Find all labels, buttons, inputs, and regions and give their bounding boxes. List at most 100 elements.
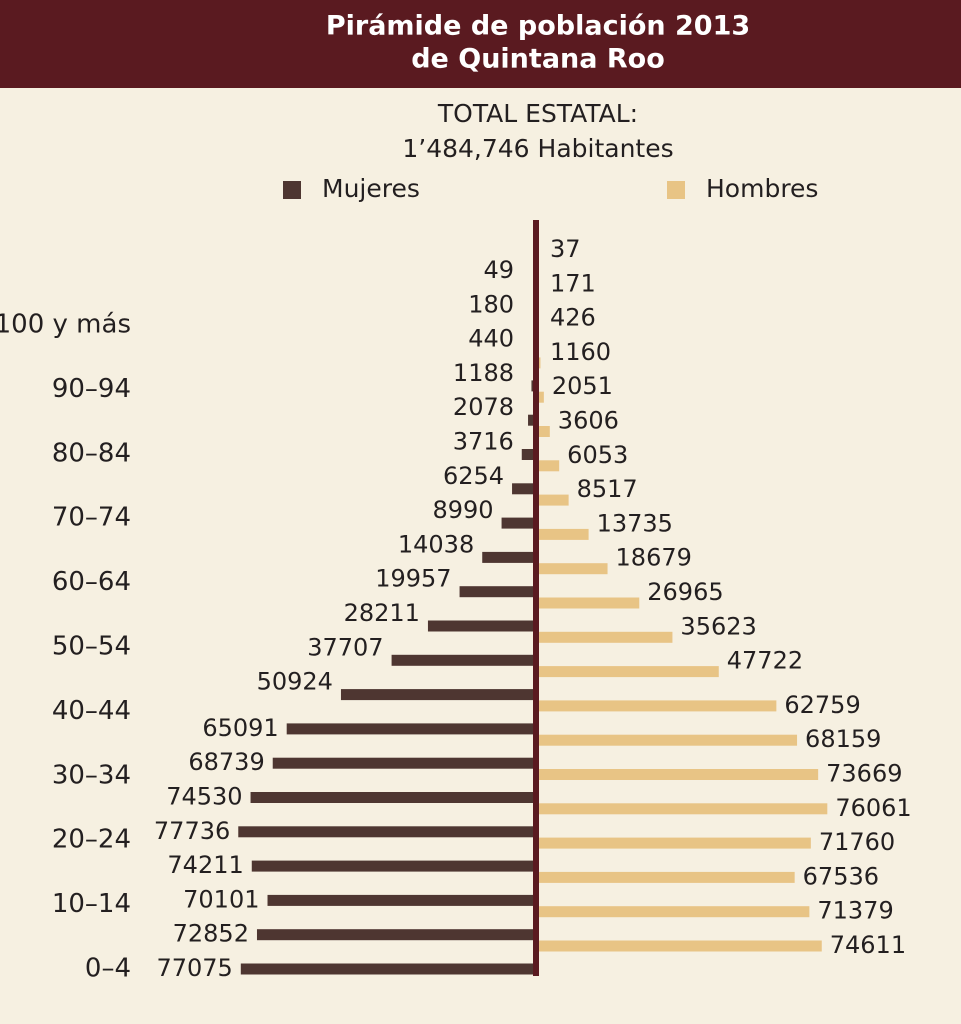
bar <box>536 906 810 918</box>
y-tick-label: 70–74 <box>52 503 131 533</box>
value-label: 71760 <box>819 828 895 856</box>
chart-title: Pirámide de población 2013 <box>326 11 750 42</box>
value-label: 37 <box>550 235 581 263</box>
bar <box>536 837 811 849</box>
value-label: 76061 <box>835 794 911 822</box>
bar <box>238 826 536 838</box>
bar <box>536 700 777 712</box>
value-label: 440 <box>468 325 514 353</box>
bar <box>536 871 795 883</box>
legend-label: Mujeres <box>322 174 420 203</box>
bar <box>536 803 828 815</box>
bar <box>536 769 819 780</box>
bar <box>536 940 822 952</box>
value-label: 77075 <box>156 954 232 982</box>
subtitle: 1’484,746 Habitantes <box>402 134 673 163</box>
bar <box>256 929 536 941</box>
bar <box>286 723 536 735</box>
value-label: 180 <box>468 290 514 318</box>
bar <box>536 563 608 575</box>
y-tick-label: 80–84 <box>52 438 131 468</box>
y-tick-label: 50–54 <box>52 632 131 662</box>
value-label: 26965 <box>647 578 723 606</box>
y-tick-label: 60–64 <box>52 567 131 597</box>
value-label: 14038 <box>398 530 474 558</box>
value-label: 19957 <box>375 565 451 593</box>
y-tick-label: 100 y más <box>0 310 131 340</box>
value-label: 67536 <box>803 862 879 890</box>
value-label: 1188 <box>453 359 514 387</box>
value-label: 35623 <box>680 612 756 640</box>
value-label: 13735 <box>597 509 673 537</box>
bar <box>250 792 536 803</box>
value-label: 68739 <box>188 748 264 776</box>
value-label: 2078 <box>453 393 514 421</box>
value-label: 70101 <box>183 885 259 913</box>
y-tick-label: 20–24 <box>52 825 131 855</box>
bar <box>536 494 569 506</box>
header-band <box>0 0 961 88</box>
bar <box>536 460 560 472</box>
value-label: 74611 <box>830 931 906 959</box>
value-label: 3716 <box>453 428 514 456</box>
value-label: 72852 <box>173 920 249 948</box>
y-tick-label: 10–14 <box>52 889 131 919</box>
value-label: 65091 <box>202 714 278 742</box>
value-label: 1160 <box>550 338 611 366</box>
bar <box>536 734 798 746</box>
bar <box>536 391 544 403</box>
value-label: 68159 <box>805 725 881 753</box>
bar <box>340 689 536 701</box>
value-label: 171 <box>550 269 596 297</box>
value-label: 8990 <box>432 496 493 524</box>
value-label: 49 <box>483 256 514 284</box>
bar <box>536 666 719 678</box>
value-label: 3606 <box>558 407 619 435</box>
value-label: 18679 <box>616 544 692 572</box>
bar <box>251 860 537 872</box>
bar <box>528 414 536 426</box>
bar <box>459 586 536 598</box>
legend-label: Hombres <box>706 174 818 203</box>
value-label: 6053 <box>567 441 628 469</box>
bar <box>521 449 536 460</box>
y-tick-label: 40–44 <box>52 696 131 726</box>
value-label: 71379 <box>817 897 893 925</box>
bar <box>267 894 536 906</box>
y-tick-label: 0–4 <box>85 954 131 984</box>
bar <box>240 963 537 975</box>
axis-line <box>533 220 539 976</box>
value-label: 2051 <box>552 372 613 400</box>
value-label: 47722 <box>727 647 803 675</box>
bar <box>391 654 536 666</box>
bar <box>536 426 550 437</box>
value-label: 73669 <box>826 760 902 788</box>
bar <box>536 631 673 643</box>
y-tick-label: 30–34 <box>52 760 131 790</box>
value-label: 8517 <box>577 475 638 503</box>
value-label: 74530 <box>166 783 242 811</box>
chart-title: de Quintana Roo <box>411 44 665 75</box>
bar <box>501 517 536 529</box>
legend-swatch <box>667 181 685 199</box>
y-tick-label: 90–94 <box>52 374 131 404</box>
bar <box>427 620 536 632</box>
value-label: 28211 <box>344 599 420 627</box>
bar <box>536 528 589 540</box>
legend-swatch <box>283 181 301 199</box>
value-label: 50924 <box>257 668 333 696</box>
subtitle: TOTAL ESTATAL: <box>437 99 638 128</box>
value-label: 62759 <box>784 691 860 719</box>
value-label: 6254 <box>443 462 504 490</box>
value-label: 74211 <box>167 851 243 879</box>
value-label: 426 <box>550 304 596 332</box>
value-label: 37707 <box>307 633 383 661</box>
bar <box>272 757 536 769</box>
bar <box>512 483 536 495</box>
bar <box>482 551 536 563</box>
value-label: 77736 <box>154 817 230 845</box>
bar <box>536 597 640 609</box>
